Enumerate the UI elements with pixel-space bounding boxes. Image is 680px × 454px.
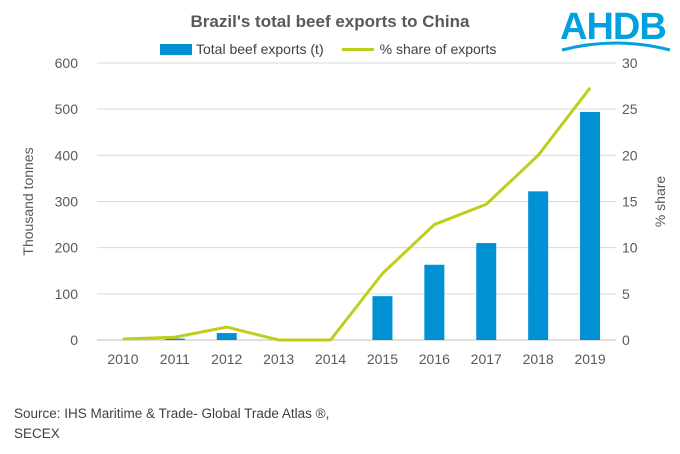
y2-axis-title: % share: [652, 176, 668, 228]
legend-item-bar: Total beef exports (t): [160, 41, 324, 57]
chart-title: Brazil's total beef exports to China: [190, 12, 470, 31]
line-series: [122, 87, 592, 342]
legend: Total beef exports (t) % share of export…: [160, 40, 514, 58]
x-tick-label: 2012: [211, 351, 242, 367]
x-tick-label: 2019: [574, 351, 605, 367]
y-tick-label: 200: [55, 240, 79, 256]
logo-swoosh-icon: [561, 41, 671, 52]
bar-2019: [580, 111, 601, 340]
bar-2011: [164, 338, 185, 340]
y2-tick-label: 15: [622, 194, 638, 210]
y-tick-label: 100: [55, 286, 79, 302]
bar-series: [164, 111, 601, 340]
x-tick-label: 2018: [523, 351, 554, 367]
share-point-2015: [381, 273, 383, 275]
share-line: [122, 87, 592, 342]
x-tick-label: 2016: [419, 351, 450, 367]
legend-line-swatch: [341, 47, 374, 51]
bar-2015: [372, 296, 393, 340]
share-point-2012: [226, 326, 228, 328]
x-tick-label: 2013: [263, 351, 294, 367]
share-point-2017: [485, 203, 487, 205]
bar-2017: [476, 243, 497, 340]
bar-2018: [528, 191, 549, 340]
x-tick-label: 2014: [315, 351, 346, 367]
x-tick-label: 2011: [160, 351, 190, 367]
y2-tick-label: 5: [622, 286, 630, 302]
y-tick-label: 0: [70, 332, 78, 348]
y2-tick-label: 10: [622, 240, 638, 256]
y-tick-label: 400: [55, 147, 79, 163]
ahdb-logo: AHDB: [560, 6, 672, 56]
source-line-1: Source: IHS Maritime & Trade- Global Tra…: [14, 406, 330, 421]
ahdb-logo-text: AHDB: [560, 6, 667, 48]
share-point-2013: [278, 339, 280, 341]
y2-tick-label: 0: [622, 332, 630, 348]
source-line-2: SECEX: [14, 426, 60, 441]
share-point-2016: [433, 224, 435, 226]
y-tick-label: 500: [55, 101, 79, 117]
share-point-2010: [122, 338, 124, 340]
bar-2012: [216, 333, 237, 340]
axes: 0 100 200 300 400 500 600 0 5 10 15 20 25 30 2010 2011 2…: [20, 55, 668, 367]
legend-line-label: % share of exports: [379, 41, 497, 57]
share-point-2014: [330, 339, 332, 341]
y-axis-title: Thousand tonnes: [20, 147, 36, 255]
y2-tick-label: 20: [622, 147, 638, 163]
source-note: Source: IHS Maritime & Trade- Global Tra…: [14, 404, 329, 444]
legend-item-line: % share of exports: [341, 41, 497, 57]
y-tick-label: 600: [55, 55, 79, 71]
share-point-2019: [589, 87, 591, 89]
y2-tick-label: 25: [622, 101, 638, 117]
share-point-2018: [537, 154, 539, 156]
y2-tick-label: 30: [622, 55, 638, 71]
share-point-2011: [174, 336, 176, 338]
x-tick-label: 2017: [471, 351, 502, 367]
legend-bar-swatch: [160, 43, 192, 55]
y-tick-label: 300: [55, 194, 79, 210]
x-tick-label: 2010: [107, 351, 138, 367]
legend-bar-label: Total beef exports (t): [196, 41, 324, 57]
bar-2016: [424, 264, 445, 340]
x-tick-label: 2015: [367, 351, 398, 367]
